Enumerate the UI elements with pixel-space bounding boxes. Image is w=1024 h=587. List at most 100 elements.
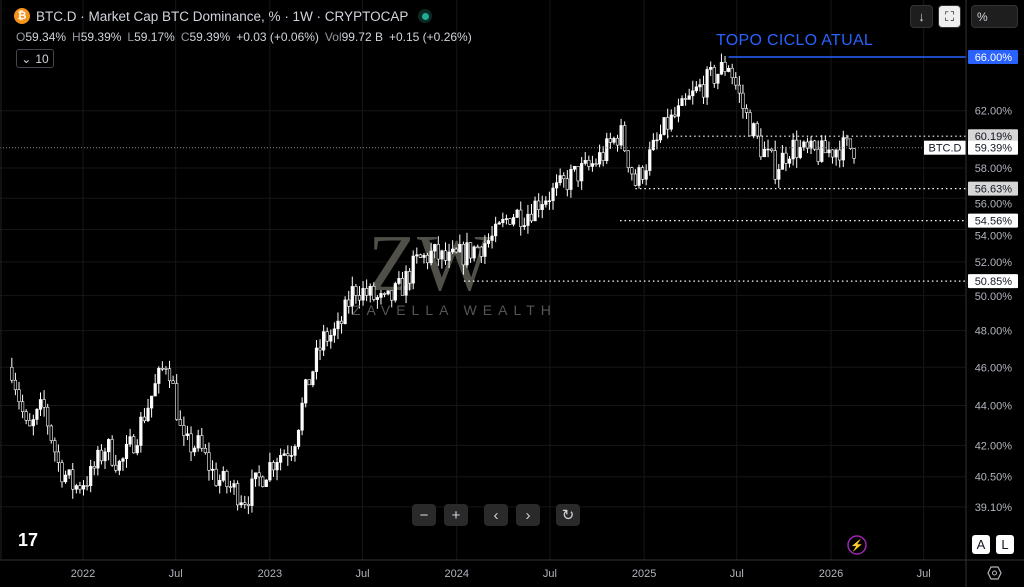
candle-body [210, 468, 215, 471]
candle-body [160, 367, 164, 370]
candle-body [415, 254, 419, 257]
candle-body [225, 471, 229, 487]
candle-body [203, 447, 207, 453]
candle-body [719, 61, 724, 75]
candle-body [440, 250, 444, 260]
candle-body [106, 439, 111, 453]
lightning-icon[interactable] [847, 535, 867, 555]
last-price-label: 59.39% [975, 143, 1013, 155]
candle-body [784, 152, 788, 164]
candle-body [60, 462, 64, 483]
candle-body [164, 367, 168, 370]
candle-body [762, 148, 767, 158]
candle-body [748, 112, 752, 137]
price-tick-label: 46.00% [975, 362, 1013, 374]
annotation-label[interactable]: TOPO CICLO ATUAL [716, 32, 874, 49]
candle-body [332, 328, 336, 336]
candle-body [734, 77, 738, 86]
candle-body [572, 166, 577, 170]
candle-body [243, 502, 247, 505]
candle-body [626, 150, 630, 168]
candle-body [336, 320, 340, 330]
candle-body [723, 61, 727, 72]
candle-body [296, 429, 301, 447]
settings-icon[interactable] [987, 566, 1002, 580]
zoom-out-button[interactable]: − [412, 504, 436, 526]
fullscreen-button[interactable]: ⛶ [938, 5, 961, 28]
candle-body [124, 443, 129, 459]
candle-body [425, 254, 430, 264]
candle-body [791, 139, 795, 160]
candle-body [497, 222, 501, 225]
candle-body [680, 98, 684, 107]
candle-body [830, 149, 835, 158]
candle-body [92, 466, 96, 469]
lightning-glyph: ⚡ [850, 539, 864, 552]
candle-body [479, 246, 483, 257]
candle-body [10, 366, 14, 381]
candle-body [375, 297, 379, 300]
indicators-toggle[interactable]: ⌄ 10 [16, 49, 54, 68]
candle-body [823, 140, 827, 154]
scroll-left-button[interactable]: ‹ [484, 504, 508, 526]
candle-body [322, 331, 326, 351]
candle-body [422, 254, 426, 258]
candle-body [504, 218, 509, 220]
candle-body [522, 225, 526, 227]
level-price-label: 50.85% [975, 276, 1013, 288]
scroll-right-button[interactable]: › [516, 504, 540, 526]
candle-body [770, 148, 774, 152]
candle-body [529, 213, 534, 222]
tradingview-logo: 17 [18, 530, 38, 550]
candle-body [827, 149, 831, 154]
auto-scale-button[interactable]: A [972, 535, 990, 554]
reset-chart-button[interactable]: ↻ [556, 504, 580, 526]
zoom-in-button[interactable]: + [444, 504, 468, 526]
candle-body [476, 246, 480, 249]
candle-body [511, 217, 516, 225]
scroll-to-latest-button[interactable]: ↓ [910, 5, 933, 28]
level-price-label-bg [968, 274, 1018, 289]
candle-body [193, 447, 197, 453]
candle-body [777, 169, 781, 180]
candle-body [390, 290, 394, 301]
candle-body [537, 200, 541, 210]
candle-body [737, 84, 741, 94]
candle-body [271, 462, 276, 471]
candle-body [820, 140, 824, 162]
candle-body [755, 123, 759, 137]
candle-body [357, 295, 362, 301]
candle-body [640, 167, 645, 180]
candle-body [583, 160, 587, 164]
candle-body [701, 84, 706, 98]
candle-body [135, 445, 139, 454]
price-tick-label: 52.00% [975, 257, 1013, 269]
candle-body [78, 485, 82, 490]
candle-body [289, 455, 293, 457]
candle-body [150, 395, 154, 409]
candle-body [99, 449, 104, 462]
symbol-title[interactable]: BTC.D · Market Cap BTC Dominance, % · 1W… [36, 8, 409, 24]
scale-mode-button[interactable]: % [971, 5, 1018, 28]
candle-body [103, 451, 107, 462]
market-status-icon [418, 9, 433, 23]
candle-body [590, 163, 595, 167]
candle-body [565, 178, 569, 190]
candle-body [282, 453, 286, 456]
candle-body [633, 173, 638, 186]
log-scale-button[interactable]: L [996, 535, 1014, 554]
candle-body [228, 486, 233, 488]
watermark-logo: ZW [368, 220, 493, 308]
candle-body [393, 283, 397, 301]
time-tick-label: 2025 [632, 568, 656, 580]
candle-body [465, 242, 469, 266]
time-tick-label: Jul [917, 568, 931, 580]
candle-body [637, 167, 641, 186]
candle-body [526, 213, 530, 226]
candle-body [834, 149, 838, 158]
candle-body [447, 251, 451, 261]
candle-body [85, 485, 89, 487]
settings-icon-center [992, 570, 997, 576]
time-tick-label: 2023 [258, 568, 282, 580]
